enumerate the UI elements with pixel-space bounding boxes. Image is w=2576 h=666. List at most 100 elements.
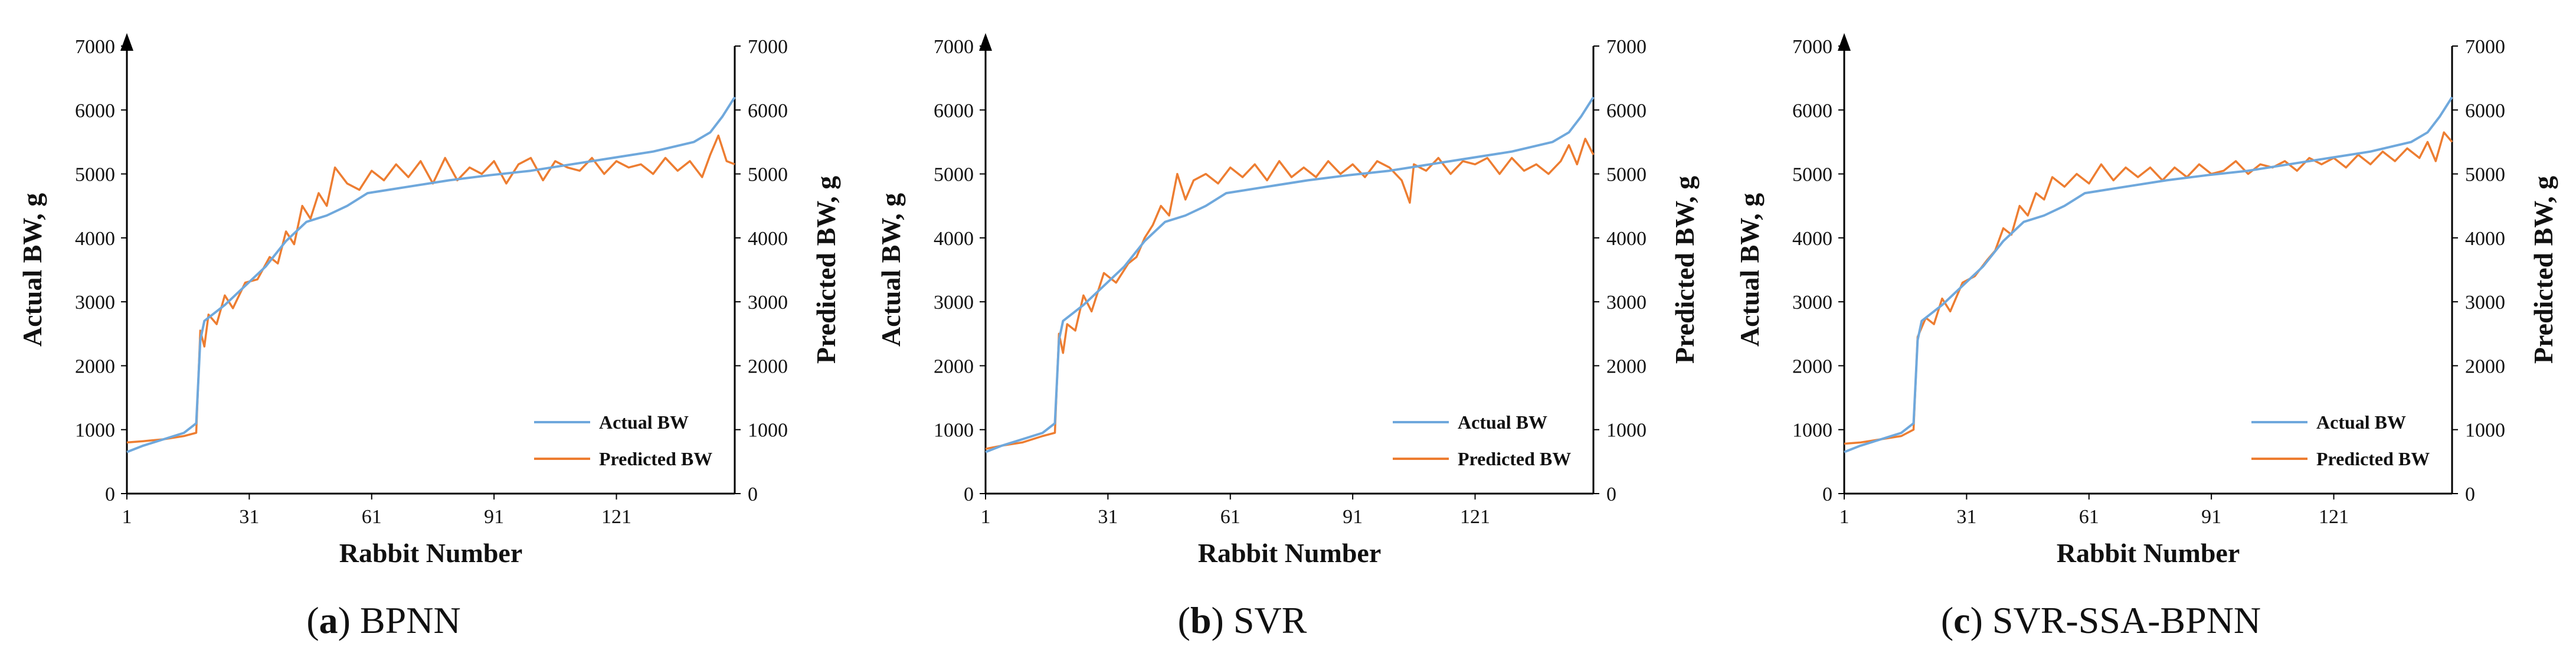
x-tick-label: 61 [2079, 506, 2099, 528]
series-line-predicted-bw [985, 138, 1595, 450]
y-tick-label-right: 3000 [748, 292, 788, 314]
y-tick-label-right: 1000 [748, 420, 788, 442]
y-tick-label-left: 3000 [1792, 292, 1832, 314]
y-tick-label-left: 4000 [75, 228, 115, 250]
x-axis-title: Rabbit Number [339, 538, 523, 568]
y-tick-label-left: 5000 [934, 164, 974, 186]
y-tick-label-left: 5000 [1792, 164, 1832, 186]
y-tick-label-right: 0 [748, 484, 758, 505]
arrow-up-icon [979, 33, 992, 51]
y-tick-label-right: 6000 [748, 100, 788, 122]
arrow-up-icon [1838, 33, 1851, 51]
y-tick-label-left: 1000 [75, 420, 115, 442]
legend-label-predicted: Predicted BW [2316, 448, 2430, 469]
y-tick-label-left: 7000 [1792, 36, 1832, 58]
x-tick-label: 91 [1343, 506, 1363, 528]
legend-label-predicted: Predicted BW [1458, 448, 1571, 469]
y-tick-label-left: 3000 [75, 292, 115, 314]
y-tick-label-right: 6000 [2465, 100, 2505, 122]
series-line-predicted-bw [1844, 131, 2453, 445]
y-tick-label-left: 6000 [75, 100, 115, 122]
series-line-predicted-bw [126, 134, 735, 444]
y-axis-title-left: Actual BW, g [876, 193, 906, 347]
caption-letter: c [1953, 599, 1970, 641]
panel-caption: (c) SVR-SSA-BPNN [1941, 599, 2261, 641]
legend-label-actual: Actual BW [1458, 412, 1547, 433]
y-tick-label-right: 3000 [2465, 292, 2505, 314]
chart-panel-svr-ssa-bpnn: 0 0 1000 1000 2000 2000 3000 3000 4000 4000 5000 50… [1734, 33, 2558, 641]
caption-letter: a [319, 599, 338, 641]
y-tick-label-right: 2000 [748, 355, 788, 377]
x-tick-label: 61 [362, 506, 382, 528]
y-tick-label-left: 4000 [934, 228, 974, 250]
y-tick-label-right: 4000 [748, 228, 788, 250]
chart-panel-svr: 0 0 1000 1000 2000 2000 3000 3000 4000 4000 5000 50… [876, 33, 1700, 641]
y-tick-label-right: 1000 [1606, 420, 1647, 442]
y-tick-label-left: 6000 [934, 100, 974, 122]
y-tick-label-left: 7000 [75, 36, 115, 58]
x-tick-label: 121 [2319, 506, 2349, 528]
y-tick-label-left: 1000 [934, 420, 974, 442]
y-tick-label-right: 3000 [1606, 292, 1647, 314]
caption-letter: b [1190, 599, 1212, 641]
y-tick-label-right: 7000 [1606, 36, 1647, 58]
y-tick-label-left: 2000 [75, 355, 115, 377]
y-tick-label-right: 4000 [1606, 228, 1647, 250]
series-line-actual-bw [985, 96, 1595, 453]
legend-label-actual: Actual BW [599, 412, 689, 433]
legend-label-predicted: Predicted BW [599, 448, 712, 469]
x-tick-label: 1 [122, 506, 132, 528]
caption-name: ) SVR-SSA-BPNN [1971, 599, 2261, 641]
series-line-actual-bw [1844, 96, 2453, 453]
chart-panel-bpnn: 0 0 1000 1000 2000 2000 3000 3000 4000 4000 5000 50… [17, 33, 841, 641]
y-tick-label-right: 6000 [1606, 100, 1647, 122]
y-axis-title-right: Predicted BW, g [1670, 176, 1700, 364]
panel-caption: (b) SVR [1178, 599, 1307, 641]
y-tick-label-right: 7000 [2465, 36, 2505, 58]
x-tick-label: 1 [981, 506, 991, 528]
y-tick-label-left: 2000 [934, 355, 974, 377]
x-tick-label: 61 [1220, 506, 1240, 528]
y-tick-label-right: 0 [2465, 484, 2475, 505]
y-tick-label-right: 5000 [1606, 164, 1647, 186]
caption-paren-open: ( [1941, 599, 1953, 641]
y-tick-label-left: 1000 [1792, 420, 1832, 442]
y-tick-label-right: 5000 [2465, 164, 2505, 186]
x-tick-label: 31 [1098, 506, 1118, 528]
caption-paren-open: ( [306, 599, 319, 641]
y-tick-label-left: 7000 [934, 36, 974, 58]
y-tick-label-right: 1000 [2465, 420, 2505, 442]
x-tick-label: 91 [484, 506, 504, 528]
series-line-actual-bw [126, 96, 736, 453]
y-tick-label-left: 6000 [1792, 100, 1832, 122]
y-tick-label-left: 4000 [1792, 228, 1832, 250]
y-tick-label-right: 0 [1606, 484, 1616, 505]
y-tick-label-left: 0 [1822, 484, 1832, 505]
y-tick-label-right: 5000 [748, 164, 788, 186]
x-tick-label: 91 [2201, 506, 2221, 528]
panel-caption: (a) BPNN [306, 599, 460, 641]
caption-name: ) SVR [1212, 599, 1307, 641]
y-tick-label-left: 5000 [75, 164, 115, 186]
x-axis-title: Rabbit Number [2057, 538, 2240, 568]
x-axis-title: Rabbit Number [1198, 538, 1382, 568]
y-axis-title-right: Predicted BW, g [2528, 176, 2558, 364]
y-tick-label-left: 2000 [1792, 355, 1832, 377]
y-axis-title-right: Predicted BW, g [811, 176, 841, 364]
x-tick-label: 1 [1839, 506, 1850, 528]
x-tick-label: 121 [1460, 506, 1490, 528]
y-axis-title-left: Actual BW, g [1734, 193, 1765, 347]
x-tick-label: 31 [1956, 506, 1976, 528]
y-tick-label-right: 4000 [2465, 228, 2505, 250]
arrow-up-icon [120, 33, 133, 51]
y-axis-title-left: Actual BW, g [17, 193, 47, 347]
legend-label-actual: Actual BW [2316, 412, 2406, 433]
x-tick-label: 121 [601, 506, 631, 528]
y-tick-label-right: 7000 [748, 36, 788, 58]
y-tick-label-left: 3000 [934, 292, 974, 314]
caption-paren-open: ( [1178, 599, 1190, 641]
y-tick-label-right: 2000 [2465, 355, 2505, 377]
y-tick-label-left: 0 [105, 484, 115, 505]
y-tick-label-right: 2000 [1606, 355, 1647, 377]
